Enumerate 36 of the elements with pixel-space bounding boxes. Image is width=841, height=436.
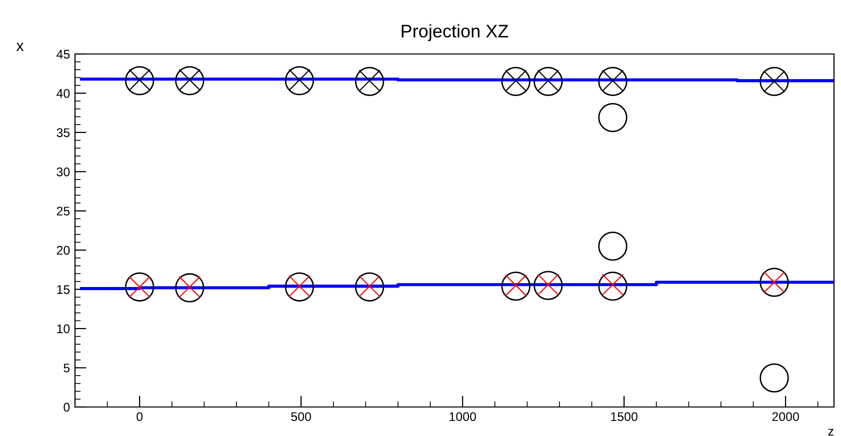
point <box>760 66 789 96</box>
y-tick-label: 35 <box>56 128 70 138</box>
x-tick-label: 0 <box>136 412 143 422</box>
point <box>175 66 204 96</box>
x-axis-title: z <box>828 428 834 436</box>
y-tick-label: 45 <box>56 50 70 59</box>
point <box>284 272 314 302</box>
point <box>598 272 628 301</box>
y-tick-label: 10 <box>57 324 70 334</box>
chart-title: Projection XZ <box>402 24 508 42</box>
point <box>354 272 384 302</box>
point <box>125 272 154 302</box>
x-tick-label: 2000 <box>772 412 799 422</box>
point <box>534 270 563 300</box>
point <box>760 363 789 393</box>
point <box>598 66 628 96</box>
point <box>598 232 628 261</box>
y-axis-title: x <box>16 42 24 51</box>
point <box>501 272 530 301</box>
point <box>598 102 628 132</box>
point <box>175 273 204 302</box>
x-tick-label: 500 <box>291 412 312 422</box>
x-tick-label: 1000 <box>450 412 476 422</box>
point <box>284 66 314 96</box>
y-tick-label: 15 <box>57 285 70 294</box>
y-tick-label: 25 <box>56 206 70 216</box>
point <box>534 66 563 96</box>
y-tick-label: 30 <box>56 167 70 176</box>
y-tick-label: 20 <box>56 246 70 255</box>
point <box>354 66 384 96</box>
point <box>125 66 154 96</box>
y-tick-label: 40 <box>56 89 70 98</box>
y-tick-label: 5 <box>64 364 70 372</box>
point <box>501 66 530 96</box>
y-tick-label: 0 <box>64 402 70 412</box>
x-tick-label: 1500 <box>611 412 638 422</box>
